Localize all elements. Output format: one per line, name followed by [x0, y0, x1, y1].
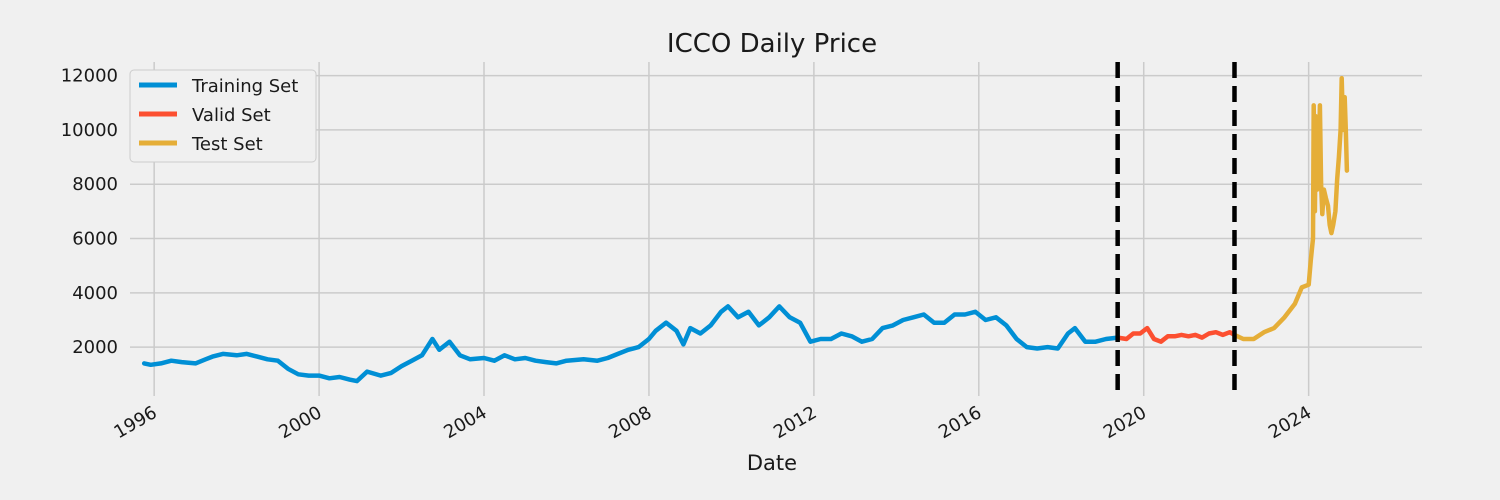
legend-label-training: Training Set	[191, 76, 298, 97]
chart-title: ICCO Daily Price	[667, 29, 877, 59]
training-set-line	[141, 304, 1120, 384]
test-set-line	[1232, 76, 1350, 342]
series-lines	[141, 76, 1350, 384]
y-tick-label: 6000	[72, 229, 118, 250]
y-tick-label: 2000	[72, 337, 118, 358]
split-markers	[1115, 62, 1237, 396]
legend: Training Set Valid Set Test Set	[129, 69, 317, 163]
y-tick-label: 10000	[61, 120, 118, 141]
valid-set-line	[1115, 325, 1237, 344]
y-tick-label: 8000	[72, 174, 118, 195]
legend-label-test: Test Set	[191, 134, 263, 155]
legend-box	[129, 69, 317, 163]
y-tick-label: 12000	[61, 66, 118, 87]
legend-label-valid: Valid Set	[192, 105, 271, 126]
x-axis-label: Date	[747, 451, 797, 475]
y-tick-label: 4000	[72, 283, 118, 304]
